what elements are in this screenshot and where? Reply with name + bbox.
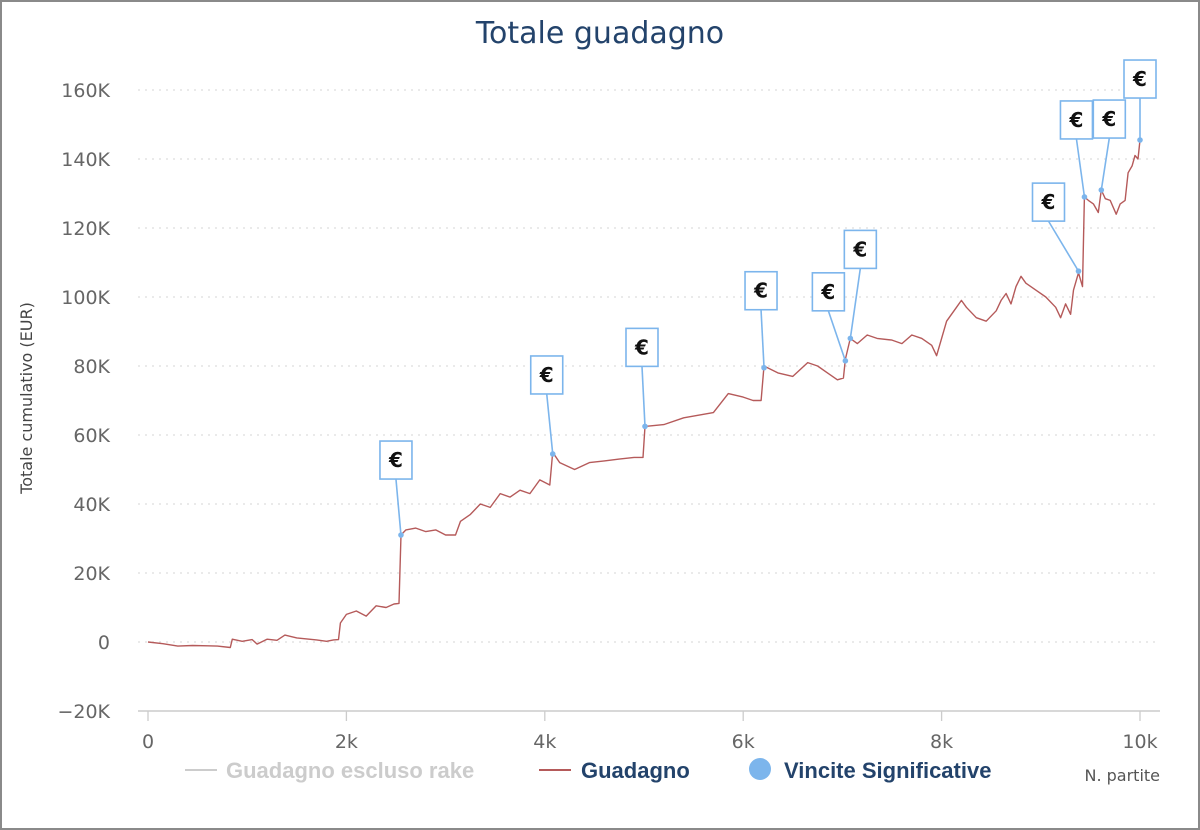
flag-label: € — [388, 448, 403, 472]
flag-connector — [641, 366, 646, 427]
vincita-point[interactable] — [398, 532, 404, 538]
flag-connector — [545, 393, 554, 455]
x-tick-label: 6k — [732, 731, 755, 753]
flag-box[interactable] — [1092, 99, 1127, 139]
flag-label: € — [1041, 190, 1056, 214]
flag-label: € — [1101, 107, 1116, 131]
legend-item-escluso-rake[interactable]: Guadagno escluso rake — [185, 758, 474, 783]
vincite-flags: € € € € € € € € € € — [379, 59, 1157, 538]
x-tick-label: 0 — [142, 731, 154, 753]
flag-box[interactable] — [625, 327, 659, 368]
flag-connector — [827, 310, 847, 362]
flag-label: € — [753, 279, 768, 303]
x-tick-label: 2k — [335, 731, 358, 753]
flag-connector — [1100, 137, 1111, 191]
y-tick-label: −20K — [57, 701, 110, 723]
flag-box[interactable] — [843, 229, 878, 270]
flag-box[interactable] — [811, 272, 846, 312]
legend-item-guadagno[interactable]: Guadagno — [539, 758, 690, 783]
flag-box[interactable] — [1123, 59, 1157, 99]
y-tick-label: 0 — [98, 632, 110, 654]
vincita-point[interactable] — [1075, 268, 1082, 274]
x-tick-labels: 0 2k 4k 6k 8k 10k — [142, 711, 1158, 753]
legend-dot-icon — [749, 758, 771, 780]
y-tick-labels: −20K 0 20K 40K 60K 80K 100K 120K 140K 160K — [57, 80, 110, 723]
flag-connector — [760, 309, 765, 368]
y-tick-label: 120K — [61, 218, 110, 240]
flag-box[interactable] — [744, 270, 778, 311]
flag-connector — [1047, 220, 1080, 272]
flag-label: € — [820, 280, 835, 304]
vincita-point[interactable] — [1081, 194, 1088, 200]
legend: Guadagno escluso rake Guadagno Vincite S… — [185, 758, 991, 783]
legend-label-escluso-rake: Guadagno escluso rake — [226, 758, 474, 783]
series-guadagno-line[interactable] — [147, 139, 1141, 649]
flag-label: € — [1068, 108, 1083, 132]
y-tick-label: 60K — [73, 425, 110, 447]
legend-label-vincite: Vincite Significative — [784, 758, 991, 783]
flag-box[interactable] — [1031, 182, 1066, 222]
flag-box[interactable] — [529, 355, 564, 395]
y-tick-label: 80K — [73, 356, 110, 378]
flag-connector — [1075, 138, 1086, 198]
flag-label: € — [539, 363, 554, 387]
vincita-point[interactable] — [847, 335, 854, 342]
vincita-point[interactable] — [1137, 137, 1143, 143]
legend-item-vincite[interactable]: Vincite Significative — [749, 758, 991, 783]
y-axis-label: Totale cumulativo (EUR) — [17, 302, 36, 495]
vincita-point[interactable] — [549, 451, 556, 457]
vincita-point[interactable] — [842, 358, 849, 364]
vincita-point[interactable] — [1098, 187, 1105, 193]
chart-title: Totale guadagno — [475, 16, 724, 51]
legend-label-guadagno: Guadagno — [581, 758, 690, 783]
x-tick-label: 10k — [1122, 731, 1157, 753]
y-tick-label: 160K — [61, 80, 110, 102]
y-tick-label: 40K — [73, 494, 110, 516]
flag-label: € — [852, 237, 867, 261]
vincita-point[interactable] — [642, 423, 648, 430]
y-tick-label: 140K — [61, 149, 110, 171]
flag-box[interactable] — [1059, 100, 1094, 140]
y-tick-label: 20K — [73, 563, 110, 585]
flag-connector — [849, 268, 862, 339]
x-tick-label: 4k — [533, 731, 556, 753]
flag-box[interactable] — [379, 440, 413, 480]
x-tick-label: 8k — [930, 731, 953, 753]
flag-connector — [395, 478, 402, 536]
flag-label: € — [1132, 67, 1147, 91]
vincita-point[interactable] — [761, 364, 767, 371]
x-axis-label: N. partite — [1084, 766, 1160, 785]
y-tick-label: 100K — [61, 287, 110, 309]
flag-label: € — [634, 335, 649, 359]
